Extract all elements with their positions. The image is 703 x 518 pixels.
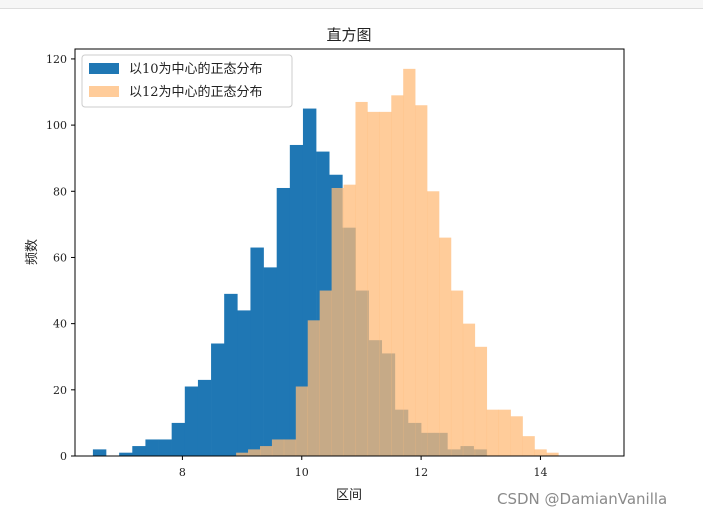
y-tick-label: 100: [46, 119, 67, 132]
histogram-bar-series-2: [331, 187, 344, 457]
histogram-bar-series-1: [158, 439, 172, 456]
histogram-bar-series-2: [486, 409, 499, 456]
y-axis: 0 20 40 60 80 100 120: [46, 53, 75, 463]
x-axis-label: 区间: [336, 488, 362, 503]
y-tick-label: 0: [60, 450, 67, 463]
histogram-bar-series-2: [355, 101, 368, 456]
legend-label: 以10为中心的正态分布: [129, 61, 263, 77]
histogram-bar-series-1: [237, 310, 251, 456]
top-toolbar-strip: [0, 0, 703, 9]
legend-label: 以12为中心的正态分布: [129, 84, 263, 100]
histogram-bar-series-1: [224, 293, 238, 456]
histogram-bar-series-2: [307, 320, 320, 456]
histogram-bar-series-2: [522, 436, 535, 456]
y-tick-label: 80: [53, 185, 67, 198]
histogram-bar-series-2: [295, 386, 309, 456]
y-tick-label: 60: [53, 251, 67, 264]
histogram-bar-series-1: [263, 267, 277, 456]
histogram-bar-series-2: [415, 105, 428, 456]
histogram-bar-series-2: [343, 184, 356, 457]
histogram-bar-series-2: [439, 237, 452, 456]
histogram-bar-series-2: [367, 111, 380, 457]
histogram-bar-series-2: [236, 452, 249, 456]
plot-area: [92, 68, 559, 457]
histogram-bar-series-1: [119, 452, 133, 456]
histogram-bar-series-1: [171, 422, 186, 456]
histogram-bar-series-2: [391, 95, 404, 456]
histogram-bar-series-1: [132, 446, 146, 456]
histogram-bar-series-2: [510, 416, 523, 456]
histogram-bar-series-1: [289, 144, 304, 456]
y-axis-label: 频数: [25, 239, 40, 265]
histogram-bar-series-1: [184, 386, 199, 456]
x-tick-label: 12: [414, 466, 428, 479]
watermark-text: CSDN @DamianVanilla: [497, 490, 668, 508]
histogram-bar-series-2: [379, 111, 392, 457]
histogram-bar-series-2: [319, 290, 332, 456]
histogram-bar-series-2: [450, 290, 464, 456]
x-axis: 8 10 12 14: [179, 456, 547, 479]
histogram-bar-series-2: [403, 68, 416, 456]
x-tick-label: 8: [179, 466, 186, 479]
histogram-bar-series-2: [534, 449, 547, 456]
plot-frame: [74, 48, 625, 457]
histogram-bar-series-2: [271, 439, 285, 456]
histogram-bar-series-2: [462, 323, 476, 456]
histogram-bar-series-2: [498, 409, 511, 456]
histogram-bar-series-2: [259, 446, 273, 456]
histogram-bar-series-2: [474, 346, 488, 456]
histogram-bar-series-1: [276, 187, 291, 457]
legend-box: [81, 54, 293, 108]
histogram-bar-series-1: [250, 247, 264, 456]
x-tick-label: 10: [295, 466, 309, 479]
y-tick-label: 40: [53, 318, 67, 331]
y-tick-label: 120: [46, 53, 67, 66]
histogram-bar-series-1: [145, 439, 159, 456]
x-tick-label: 14: [533, 466, 547, 479]
histogram-bar-series-1: [211, 343, 225, 456]
histogram-bar-series-2: [283, 439, 297, 456]
chart-title: 直方图: [326, 26, 371, 44]
histogram-bar-series-1: [92, 449, 107, 456]
legend-swatch: [89, 63, 119, 74]
histogram-bar-series-2: [546, 452, 559, 456]
histogram-bar-series-1: [197, 379, 212, 456]
histogram-bar-series-2: [427, 191, 440, 456]
histogram-bar-series-2: [248, 449, 261, 456]
y-tick-label: 20: [53, 384, 67, 397]
legend-swatch: [89, 86, 119, 97]
